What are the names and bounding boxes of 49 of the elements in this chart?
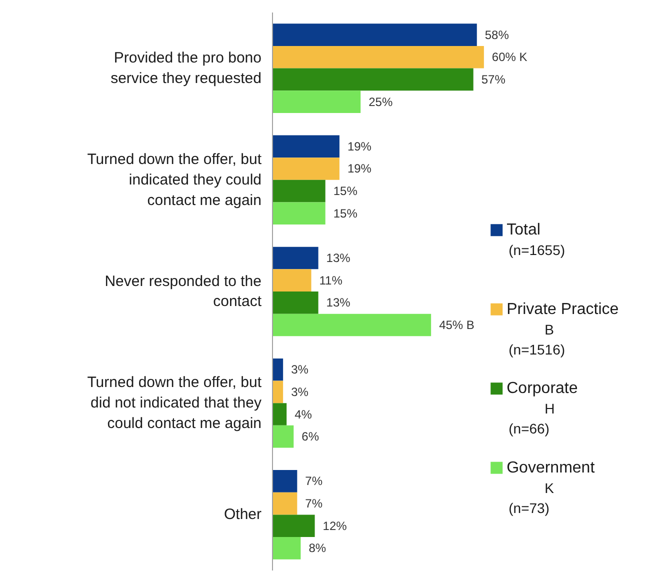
bar (272, 292, 318, 314)
data-label: 19% (347, 139, 372, 154)
bar (272, 358, 284, 381)
data-label: 15% (333, 184, 358, 198)
bar (272, 514, 315, 538)
bar (272, 46, 484, 68)
data-label: 11% (319, 273, 343, 288)
bar (272, 403, 287, 426)
data-label: 13% (326, 251, 351, 266)
data-label: 19% (347, 162, 372, 176)
bar (272, 158, 340, 180)
bar (272, 24, 477, 46)
y-tick-label: Never responded to the contact (104, 272, 262, 310)
y-tick-label: Turned down the offer, but did not indicated that they could contact me again (87, 374, 262, 432)
bar (272, 68, 474, 91)
bar (272, 246, 318, 270)
y-tick-label: Other (224, 506, 262, 524)
data-label: 8% (308, 541, 326, 556)
legend-label: Total (n=1655) (506, 222, 566, 258)
bar (272, 135, 340, 158)
legend-label: Government K (n=73) (506, 459, 596, 516)
data-label: 58% (484, 28, 510, 42)
bar (272, 537, 301, 560)
bar (272, 180, 326, 202)
data-label: 57% (481, 72, 506, 86)
data-label: 7% (305, 496, 323, 511)
data-label: 25% (368, 94, 393, 109)
legend-label: Corporate H (n=66) (506, 380, 578, 437)
data-label: 45% B (439, 318, 474, 332)
data-label: 6% (302, 430, 320, 444)
data-label: 12% (322, 518, 348, 533)
bar (272, 314, 432, 336)
bar (272, 269, 312, 292)
data-label: 3% (291, 362, 309, 377)
bar (272, 492, 298, 515)
bar (272, 470, 298, 492)
bar (272, 90, 361, 113)
data-label: 4% (294, 407, 312, 422)
data-label: 15% (333, 206, 358, 220)
data-label: 3% (291, 384, 309, 399)
y-tick-label: Provided the pro bono service they requested (110, 50, 262, 87)
data-label: 60% K (492, 50, 528, 64)
y-tick-label: Turned down the offer, but indicated they could contact me again (87, 151, 262, 209)
bar (272, 425, 294, 448)
data-label: 7% (305, 474, 323, 488)
bar (272, 380, 284, 404)
bar (272, 202, 326, 225)
data-label: 13% (326, 296, 351, 310)
legend-label: Private Practice B (n=1516) (506, 300, 619, 358)
